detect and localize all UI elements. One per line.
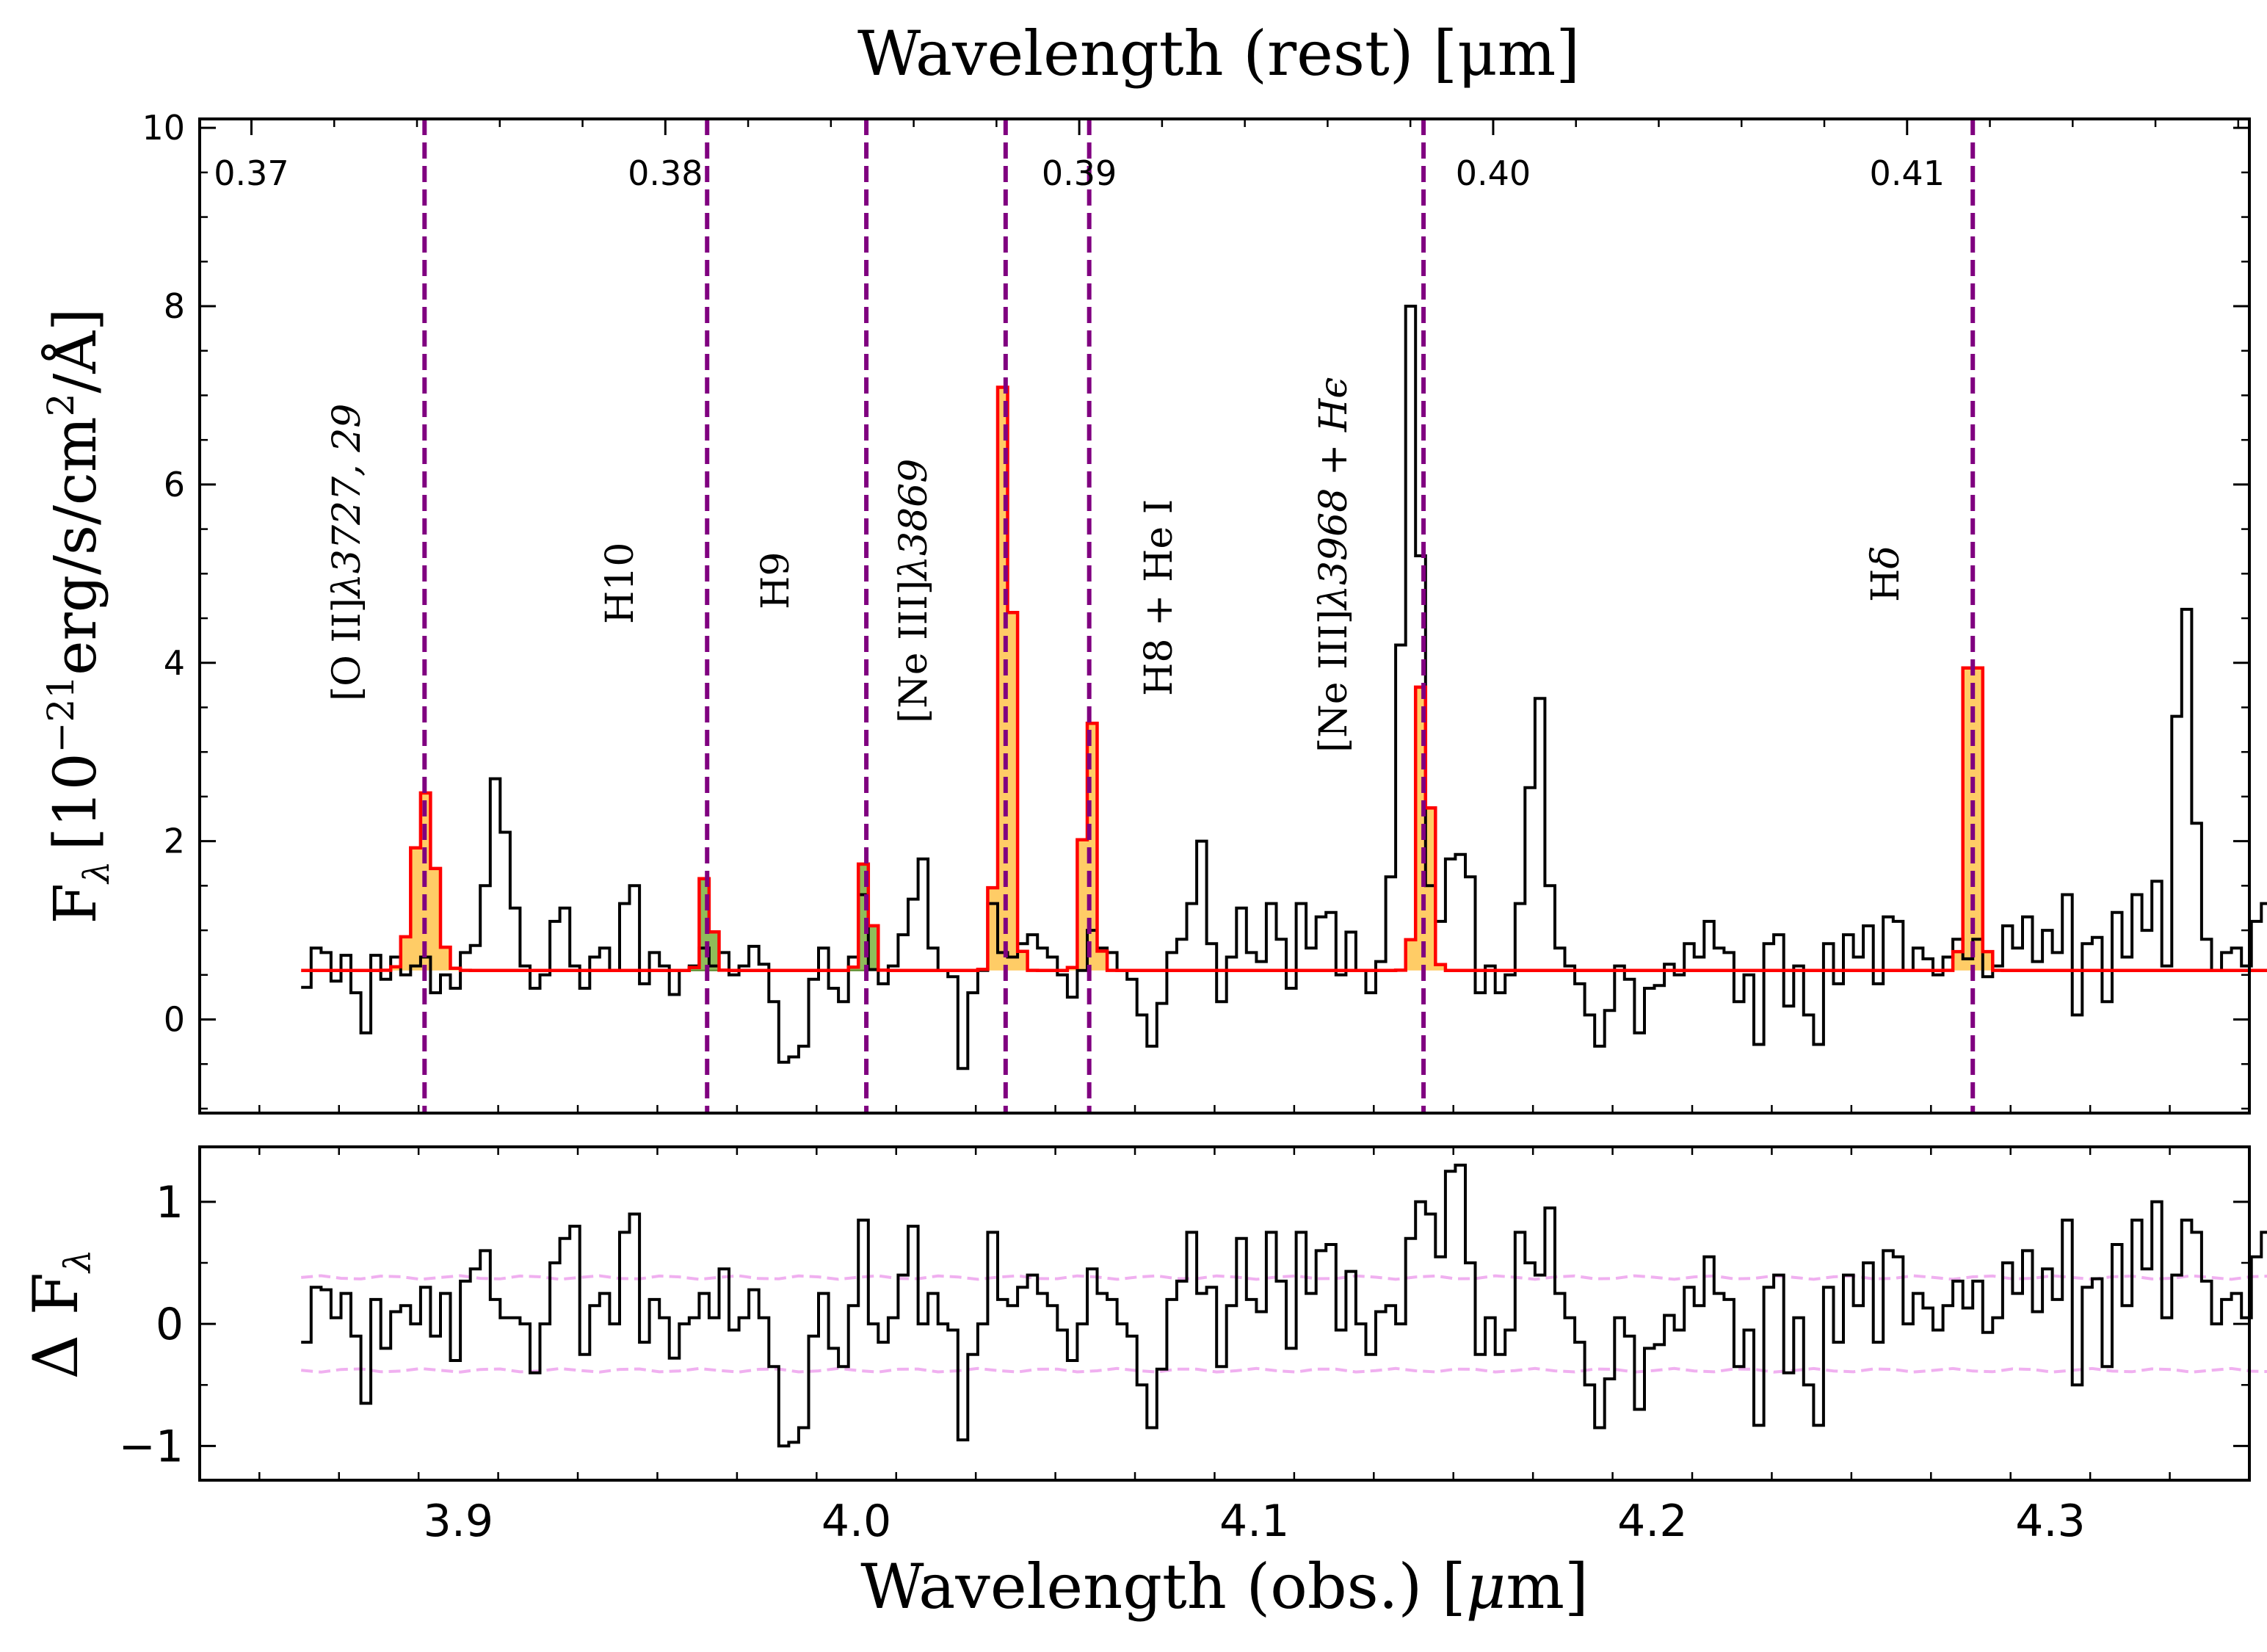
spectrum-panel: 0 2 4 6 8 10 0.37 0.38 0.39 0.40 0.41 [O II]λ3727…	[142, 108, 2267, 1115]
rest-tick-label: 0.39	[1042, 153, 1117, 193]
y-tick-label: 8	[164, 286, 185, 326]
rest-tick-label: 0.37	[214, 153, 289, 193]
observed-wavelength-axis-label: Wavelength (obs.) [μm]	[860, 1551, 1589, 1623]
residual-content	[301, 1163, 2267, 1448]
y-tick-label: 0	[164, 999, 185, 1039]
spectrum-content	[301, 119, 2267, 1113]
residual-panel: −1 0 1 3.9 4.0 4.1 4.2 4.3	[119, 1145, 2267, 1547]
y-tick-label: 0	[156, 1299, 184, 1350]
rest-tick-label: 0.40	[1456, 153, 1531, 193]
residual-frame	[198, 1145, 2251, 1482]
spectrum-frame	[198, 117, 2251, 1115]
rest-wavelength-ticks: 0.37 0.38 0.39 0.40 0.41	[214, 119, 2240, 193]
y-tick-label: 10	[142, 108, 185, 148]
rest-wavelength-axis-title: Wavelength (rest) [μm]	[857, 18, 1580, 90]
y-tick-label: −1	[119, 1421, 184, 1472]
rest-tick-label: 0.41	[1870, 153, 1945, 193]
x-tick-label: 4.0	[821, 1496, 891, 1547]
line-label-h9: H9	[754, 552, 798, 609]
flux-axis-label: Fλ[10−21erg/s/cm2/Å]	[40, 308, 117, 924]
line-label-h8-hei: H8 + He I	[1137, 499, 1181, 696]
line-label-oii: [O II]λ3727, 29	[325, 404, 369, 701]
rest-tick-label: 0.38	[628, 153, 703, 193]
line-label-neiii-3968-heps: [Ne III]λ3968 + Hϵ	[1312, 377, 1356, 753]
residual-spectrum	[301, 1163, 2267, 1448]
y-tick-label: 4	[164, 643, 185, 683]
residual-axis-label: Δ Fλ	[20, 1249, 99, 1379]
x-tick-label: 4.2	[1617, 1496, 1687, 1547]
y-tick-label: 2	[164, 822, 185, 861]
x-tick-label: 4.3	[2015, 1496, 2085, 1547]
y-tick-label: 1	[156, 1177, 184, 1228]
emission-line-labels: [O II]λ3727, 29 H10 H9 [Ne III]λ3869 H8 …	[325, 377, 1908, 753]
spectrum-x-ticks	[258, 1105, 2251, 1113]
error-band-lower	[301, 1366, 2267, 1374]
residual-x-ticks: 3.9 4.0 4.1 4.2 4.3	[258, 1147, 2251, 1547]
spectrum-y-ticks: 0 2 4 6 8 10	[142, 108, 2249, 1110]
y-tick-label: 6	[164, 465, 185, 504]
observed-spectrum	[301, 305, 2267, 1070]
line-label-hdelta: Hδ	[1864, 546, 1908, 602]
x-tick-label: 4.1	[1219, 1496, 1289, 1547]
residual-y-ticks: −1 0 1	[119, 1177, 2249, 1472]
line-label-h10: H10	[598, 542, 642, 624]
x-tick-label: 3.9	[424, 1496, 493, 1547]
model-fit	[301, 385, 2267, 972]
line-label-neiii-3869: [Ne III]λ3869	[892, 459, 936, 723]
